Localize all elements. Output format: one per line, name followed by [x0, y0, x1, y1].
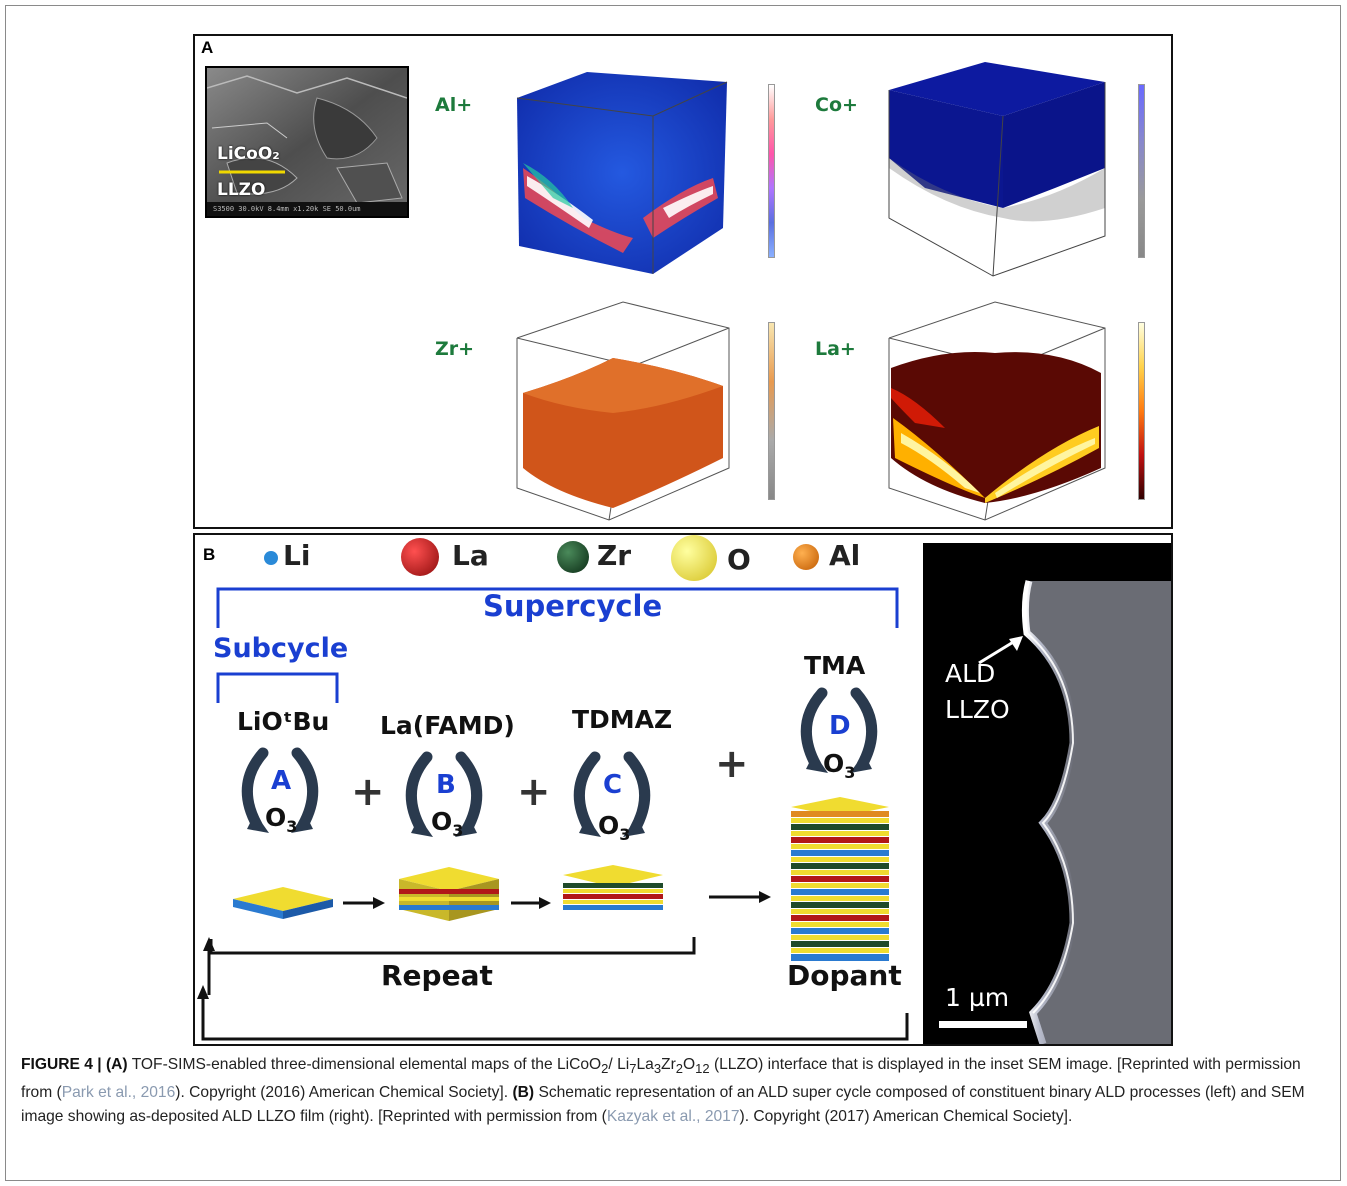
panel-b: B Li La Zr O Al Supercycle Subcycle LiOᵗ… [193, 533, 1173, 1046]
plus-sign-1: + [351, 769, 385, 815]
legend-zr-label: Zr [597, 539, 632, 572]
subcycle-label: Subcycle [213, 633, 349, 664]
film-stacks [233, 865, 771, 921]
panel-a-letter: A [201, 38, 214, 57]
legend-la-label: La [452, 539, 489, 572]
plus-sign-3: + [715, 741, 749, 787]
sem-layer-bottom-label: LLZO [217, 180, 266, 200]
cube-al [516, 72, 728, 274]
cycle-letter-c: C [603, 770, 623, 800]
legend-li-label: Li [283, 539, 311, 572]
precursor-c: TDMAZ [572, 705, 673, 734]
panel-a: A LiCoO₂ LLZO S3500 30.0kV 8.4mm x1.20k … [193, 34, 1173, 529]
dopant-stack [791, 797, 889, 961]
oxidant-c: O3 [598, 811, 631, 844]
cycle-letter-d: D [829, 711, 851, 741]
colorbar-co [1138, 84, 1145, 258]
reference-link-kazyak[interactable]: Kazyak et al., 2017 [606, 1108, 740, 1126]
cycle-arrows-d [800, 687, 878, 773]
sem-info-bar: S3500 30.0kV 8.4mm x1.20k SE 50.0um [207, 202, 407, 216]
cycle-arrows-a [241, 747, 319, 833]
caption-a-label: (A) [105, 1056, 128, 1073]
precursor-d: TMA [804, 651, 866, 680]
figure-frame [5, 5, 1341, 1181]
cycle-arrows-c [573, 751, 651, 837]
dopant-label: Dopant [787, 959, 902, 992]
oxidant-a: O3 [265, 803, 298, 836]
cycle-letter-b: B [436, 770, 456, 800]
sem-scale-label: 1 µm [945, 983, 1010, 1012]
legend-o-label: O [727, 543, 751, 576]
colorbar-la [1138, 322, 1145, 500]
cycle-arrows-b [405, 751, 483, 837]
sem-ald-label: ALD [945, 659, 996, 688]
supercycle-bracket [216, 587, 899, 628]
repeat-loop-arrows [197, 937, 909, 1041]
legend-zr-ball [557, 541, 589, 573]
legend-li-ball [264, 551, 278, 565]
colorbar-al [768, 84, 775, 258]
cube-la [888, 301, 1106, 521]
legend-al-label: Al [829, 539, 861, 572]
cycle-letter-a: A [271, 766, 292, 796]
map-label-co: Co+ [815, 94, 858, 116]
caption-figure-label: FIGURE 4 | [21, 1056, 102, 1073]
figure-caption: FIGURE 4 | (A) TOF-SIMS-enabled three-di… [21, 1056, 1305, 1126]
supercycle-label: Supercycle [483, 589, 663, 623]
repeat-label: Repeat [381, 959, 493, 992]
sem-cross-section-drawing [939, 580, 1171, 1044]
sem-llzo-label: LLZO [945, 695, 1010, 724]
sem-cross-section-image: ALD LLZO 1 µm [923, 543, 1171, 1044]
caption-b-label: (B) [512, 1084, 535, 1102]
plus-sign-2: + [517, 769, 551, 815]
reference-link-park[interactable]: Park et al., 2016 [61, 1084, 176, 1102]
legend-la-ball [401, 538, 439, 576]
panel-b-letter: B [203, 545, 216, 564]
legend-al-ball [793, 544, 819, 570]
subcycle-bracket [216, 672, 339, 703]
oxidant-d: O3 [823, 749, 856, 782]
map-label-la: La+ [815, 338, 856, 360]
caption-a-text: TOF-SIMS-enabled three-dimensional eleme… [131, 1056, 602, 1073]
legend-o-ball [671, 535, 717, 581]
cube-zr [516, 301, 730, 521]
oxidant-b: O3 [431, 807, 464, 840]
precursor-b: La(FAMD) [380, 711, 515, 740]
precursor-a: LiOᵗBu [237, 707, 330, 736]
map-label-al: Al+ [435, 94, 473, 116]
map-label-zr: Zr+ [435, 338, 475, 360]
sem-layer-top-label: LiCoO₂ [217, 144, 280, 164]
caption-b-text: Schematic representation of an ALD super… [21, 1084, 1305, 1126]
cube-co [888, 62, 1106, 277]
sem-inset-image: LiCoO₂ LLZO S3500 30.0kV 8.4mm x1.20k SE… [205, 66, 409, 218]
colorbar-zr [768, 322, 775, 500]
sem-texture [207, 68, 407, 216]
